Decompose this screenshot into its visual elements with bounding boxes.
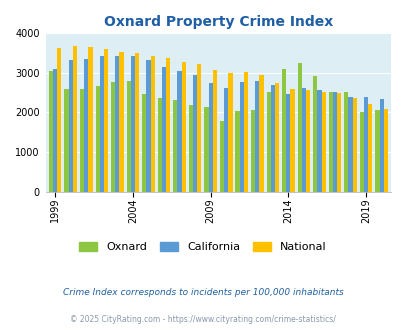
Bar bbox=[68, 60, 72, 192]
Bar bbox=[119, 52, 124, 192]
Bar bbox=[72, 47, 77, 192]
Bar bbox=[126, 82, 130, 192]
Bar bbox=[379, 99, 383, 192]
Bar bbox=[88, 47, 92, 192]
Bar bbox=[235, 111, 239, 192]
Bar bbox=[111, 82, 115, 192]
Bar bbox=[157, 98, 162, 192]
Bar bbox=[166, 58, 170, 192]
Bar bbox=[321, 92, 325, 192]
Bar bbox=[343, 92, 347, 192]
Bar bbox=[177, 71, 181, 192]
Bar bbox=[212, 70, 216, 192]
Bar bbox=[250, 110, 255, 192]
Bar bbox=[332, 92, 336, 192]
Bar bbox=[363, 97, 367, 192]
Bar bbox=[228, 73, 232, 192]
Bar bbox=[347, 97, 352, 192]
Bar bbox=[243, 72, 247, 192]
Bar bbox=[188, 105, 192, 192]
Bar bbox=[312, 76, 317, 192]
Bar bbox=[286, 94, 290, 192]
Title: Oxnard Property Crime Index: Oxnard Property Crime Index bbox=[104, 15, 332, 29]
Bar bbox=[367, 104, 371, 192]
Bar bbox=[270, 85, 274, 192]
Bar bbox=[173, 100, 177, 192]
Bar bbox=[301, 88, 305, 192]
Text: Crime Index corresponds to incidents per 100,000 inhabitants: Crime Index corresponds to incidents per… bbox=[62, 288, 343, 297]
Bar bbox=[274, 83, 279, 192]
Bar bbox=[239, 82, 243, 192]
Bar bbox=[162, 67, 166, 192]
Bar bbox=[192, 75, 197, 192]
Bar bbox=[95, 86, 100, 192]
Bar bbox=[383, 109, 387, 192]
Bar bbox=[135, 53, 139, 192]
Bar bbox=[317, 90, 321, 192]
Bar bbox=[266, 92, 270, 192]
Legend: Oxnard, California, National: Oxnard, California, National bbox=[75, 238, 330, 257]
Bar bbox=[80, 88, 84, 192]
Bar bbox=[49, 71, 53, 192]
Bar bbox=[104, 49, 108, 192]
Bar bbox=[204, 107, 208, 192]
Bar bbox=[115, 55, 119, 192]
Bar bbox=[336, 93, 341, 192]
Bar bbox=[146, 60, 150, 192]
Bar bbox=[328, 92, 332, 192]
Bar bbox=[84, 59, 88, 192]
Bar bbox=[208, 83, 212, 192]
Text: © 2025 CityRating.com - https://www.cityrating.com/crime-statistics/: © 2025 CityRating.com - https://www.city… bbox=[70, 315, 335, 324]
Bar bbox=[181, 62, 185, 192]
Bar bbox=[305, 90, 309, 192]
Bar bbox=[53, 69, 57, 192]
Bar bbox=[142, 94, 146, 192]
Bar bbox=[255, 81, 259, 192]
Bar bbox=[359, 112, 363, 192]
Bar bbox=[220, 121, 224, 192]
Bar bbox=[297, 63, 301, 192]
Bar bbox=[130, 55, 135, 192]
Bar bbox=[352, 98, 356, 192]
Bar bbox=[197, 63, 201, 192]
Bar bbox=[375, 110, 379, 192]
Bar bbox=[150, 56, 154, 192]
Bar bbox=[281, 69, 286, 192]
Bar bbox=[290, 88, 294, 192]
Bar bbox=[100, 56, 104, 192]
Bar bbox=[64, 89, 68, 192]
Bar bbox=[224, 88, 228, 192]
Bar bbox=[57, 48, 61, 192]
Bar bbox=[259, 76, 263, 192]
